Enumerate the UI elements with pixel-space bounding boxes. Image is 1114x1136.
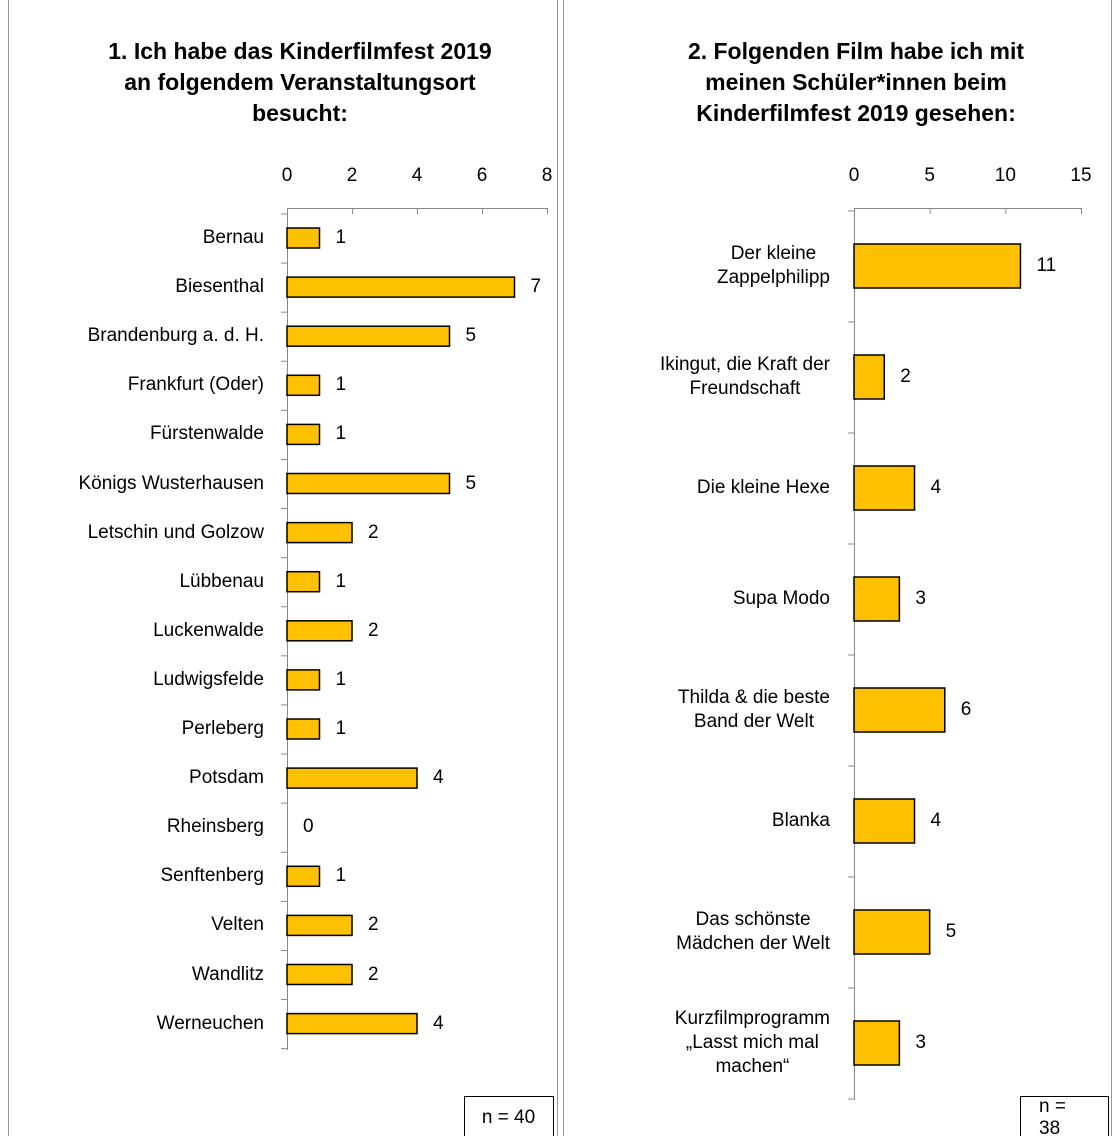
value-label: 5 [465,472,477,494]
bar [286,620,353,642]
bar [286,325,451,347]
value-label: 0 [303,816,314,838]
value-label: 3 [915,1032,926,1053]
y-tick-label: Perleberg [181,718,264,739]
value-label: 4 [930,477,942,498]
bar [286,374,321,397]
y-tick-label: Biesenthal [175,276,264,298]
y-tick-label: Ludwigsfelde [153,668,264,690]
value-label: 5 [945,921,957,942]
y-tick-label: Rheinsberg [166,816,264,838]
bar [286,767,418,789]
x-tick-label: 6 [476,165,488,186]
bar [286,521,353,544]
bar [853,1020,901,1066]
y-tick-label: Luckenwalde [153,619,264,641]
bar [853,798,916,844]
y-tick-label: Der kleine Zappelphilipp [716,243,830,288]
value-label: 11 [1036,255,1057,276]
bar [286,914,353,937]
y-tick-label: Supa Modo [732,588,830,609]
y-tick-label: Fürstenwalde [149,423,264,445]
x-tick-label: 10 [994,165,1016,186]
value-label: 1 [335,865,347,887]
y-tick-label: Die kleine Hexe [696,477,830,498]
y-tick-label: Letschin und Golzow [87,521,264,543]
value-label: 1 [335,227,347,248]
sample-size-note: n = 38 [1039,1096,1066,1136]
value-label: 4 [433,1012,444,1034]
value-label: 1 [335,423,347,445]
value-label: 7 [530,276,542,298]
bar [286,718,321,740]
x-tick-label: 0 [848,165,860,186]
bar [286,276,516,298]
bar [286,423,321,446]
y-tick-label: Brandenburg a. d. H. [87,325,264,347]
bar [853,576,901,622]
y-tick-label: Das schönste Mädchen der Welt [676,909,830,954]
note-box [1020,1096,1109,1136]
bar [286,1012,418,1035]
x-tick-label: 2 [346,165,358,186]
value-label: 3 [915,588,926,609]
value-label: 6 [960,699,972,720]
bar [853,465,916,511]
note-box [464,1096,554,1136]
y-tick-label: Kurzfilmprogramm „Lasst mich mal machen“ [674,1008,830,1077]
bar [853,354,886,400]
value-label: 2 [368,963,379,985]
y-tick-label: Ikingut, die Kraft der Freundschaft [659,354,830,399]
x-tick-label: 5 [924,165,935,186]
y-tick-label: Werneuchen [156,1012,264,1034]
value-label: 1 [335,374,347,396]
value-label: 4 [930,810,942,831]
chart-title: 2. Folgenden Film habe ich mit meinen Sc… [687,38,1025,126]
x-tick-label: 0 [281,165,293,186]
value-label: 1 [335,718,347,739]
y-tick-label: Velten [211,914,264,936]
bar [286,472,451,495]
y-tick-label: Thilda & die beste Band der Welt [677,687,830,732]
value-label: 2 [368,914,379,936]
bar [853,687,946,733]
y-tick-label: Blanka [771,810,830,831]
chart-title: 1. Ich habe das Kinderfilmfest 2019 an f… [108,38,492,126]
value-label: 2 [900,366,911,387]
bar [286,669,321,691]
bar [286,227,321,249]
bar [853,243,1022,289]
bar [286,865,321,888]
y-tick-label: Potsdam [189,767,264,789]
value-label: 1 [335,570,347,592]
sample-size-note: n = 40 [481,1107,536,1128]
y-tick-label: Bernau [202,227,264,248]
y-tick-label: Lübbenau [179,570,264,592]
bar [853,909,931,955]
x-tick-label: 8 [541,165,553,186]
x-tick-label: 4 [411,165,423,186]
x-tick-label: 15 [1070,165,1092,186]
bar [286,570,321,593]
y-tick-label: Königs Wusterhausen [78,472,264,494]
value-label: 1 [335,668,347,690]
y-tick-label: Frankfurt (Oder) [127,374,264,396]
value-label: 5 [465,325,477,347]
value-label: 4 [433,767,444,789]
y-tick-label: Wandlitz [191,963,264,985]
bar [286,963,353,986]
y-tick-label: Senftenberg [160,865,264,887]
value-label: 2 [368,619,379,641]
value-label: 2 [368,521,379,543]
